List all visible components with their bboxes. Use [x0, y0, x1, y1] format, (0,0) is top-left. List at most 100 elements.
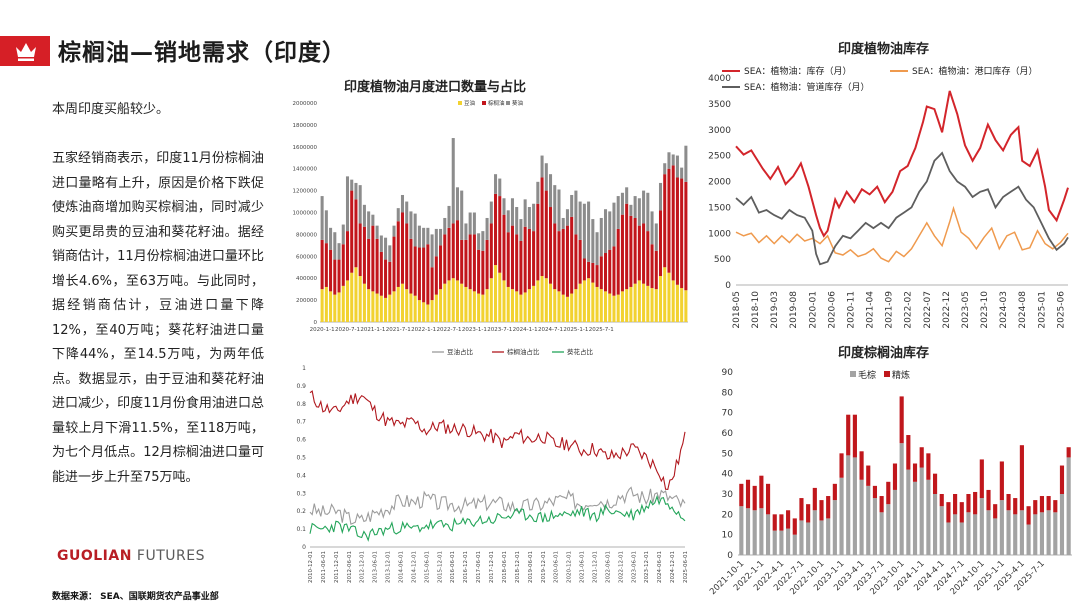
bar-segment — [616, 294, 620, 322]
bar-segment — [680, 167, 684, 179]
bar-segment — [629, 204, 633, 216]
x-tick-label: 2022-7-1 — [437, 327, 462, 333]
legend-swatch — [884, 371, 890, 377]
bar-segment — [886, 504, 891, 555]
bar-segment — [599, 256, 603, 290]
x-tick-label: 2017-06-01 — [476, 551, 482, 583]
bar-segment — [532, 231, 536, 286]
bar-segment — [1013, 498, 1018, 515]
bar-segment — [532, 203, 536, 232]
bar-segment — [675, 177, 679, 285]
legend-swatch — [482, 101, 486, 105]
x-tick-label: 2016-12-01 — [463, 551, 469, 583]
x-tick-label: 2022-02 — [904, 291, 914, 329]
bar-segment — [468, 289, 472, 322]
bar-segment — [439, 228, 443, 246]
y-tick-label: 400000 — [296, 276, 317, 282]
y-tick-label: 0 — [725, 281, 731, 291]
bar-segment — [646, 231, 650, 286]
data-source-note: 数据来源： SEA、国联期货农产品事业部 — [52, 592, 219, 602]
bar-segment — [417, 300, 421, 322]
bar-segment — [320, 196, 324, 240]
bar-segment — [426, 227, 430, 245]
x-tick-label: 2021-12-01 — [592, 551, 598, 583]
bar-segment — [570, 216, 574, 294]
x-tick-label: 2017-12-01 — [489, 551, 495, 583]
bar-segment — [498, 272, 502, 322]
bar-segment — [561, 217, 565, 229]
bar-segment — [570, 293, 574, 322]
x-tick-label: 2024-03 — [999, 291, 1009, 329]
bar-segment — [578, 239, 582, 284]
x-tick-label: 2011-06-01 — [321, 551, 327, 583]
bar-segment — [932, 494, 938, 555]
bar-segment — [953, 514, 958, 555]
bar-segment — [439, 245, 443, 290]
bar-segment — [1033, 514, 1038, 555]
bar-segment — [939, 506, 944, 555]
bar-segment — [362, 283, 366, 322]
bar-segment — [455, 220, 459, 281]
bar-segment — [633, 283, 637, 322]
stock-series-line — [735, 151, 1069, 266]
x-tick-label: 2023-05 — [961, 291, 971, 329]
bar-segment — [595, 232, 599, 266]
bar-segment — [375, 293, 379, 322]
bar-segment — [839, 453, 844, 478]
bar-segment — [671, 165, 675, 281]
bar-segment — [603, 253, 608, 292]
bar-segment — [324, 243, 328, 287]
bar-segment — [553, 223, 557, 290]
bar-segment — [1019, 510, 1024, 555]
bar-segment — [362, 204, 366, 227]
bar-segment — [612, 202, 616, 247]
bar-segment — [973, 514, 978, 555]
bar-segment — [540, 276, 544, 322]
bar-segment — [544, 190, 548, 279]
bar-segment — [993, 518, 998, 555]
bar-segment — [872, 498, 878, 555]
bar-segment — [1053, 512, 1058, 555]
bar-segment — [646, 285, 650, 322]
legend-label: 精炼 — [892, 369, 910, 381]
bar-segment — [819, 520, 824, 555]
bar-segment — [523, 292, 527, 322]
legend-label: 葵油 — [512, 99, 524, 107]
bar-segment — [460, 239, 464, 284]
bar-segment — [320, 289, 324, 322]
y-tick-label: 600000 — [296, 254, 317, 260]
bar-segment — [413, 246, 417, 296]
bar-segment — [506, 210, 510, 233]
bar-segment — [812, 510, 817, 555]
bar-segment — [468, 212, 472, 235]
veg-stock-chart-title: 印度植物油库存 — [838, 42, 930, 57]
bar-segment — [582, 203, 586, 259]
bar-segment — [939, 494, 944, 507]
y-tick-label: 0.9 — [296, 383, 306, 390]
bar-segment — [684, 181, 688, 291]
bar-segment — [455, 187, 459, 221]
bar-segment — [578, 283, 582, 322]
bar-segment — [595, 265, 599, 287]
bar-segment — [362, 226, 366, 284]
bar-segment — [510, 289, 514, 322]
bar-segment — [565, 209, 569, 226]
bar-segment — [371, 225, 375, 292]
bar-segment — [489, 201, 493, 224]
y-tick-label: 30 — [722, 490, 734, 500]
bar-segment — [650, 288, 654, 322]
bar-segment — [684, 290, 688, 322]
x-tick-label: 2020-06 — [827, 291, 837, 329]
bar-segment — [599, 289, 603, 322]
logo-text-strong: GUOLIAN — [57, 548, 132, 564]
bar-segment — [392, 236, 396, 292]
bar-segment — [384, 297, 388, 322]
bar-segment — [650, 244, 654, 289]
bar-segment — [752, 510, 757, 555]
bar-segment — [371, 214, 375, 226]
bar-segment — [826, 496, 831, 519]
x-tick-label: 2021-04 — [866, 291, 876, 329]
y-tick-label: 20 — [722, 510, 734, 520]
bar-segment — [485, 289, 489, 322]
legend-swatch — [850, 371, 856, 377]
